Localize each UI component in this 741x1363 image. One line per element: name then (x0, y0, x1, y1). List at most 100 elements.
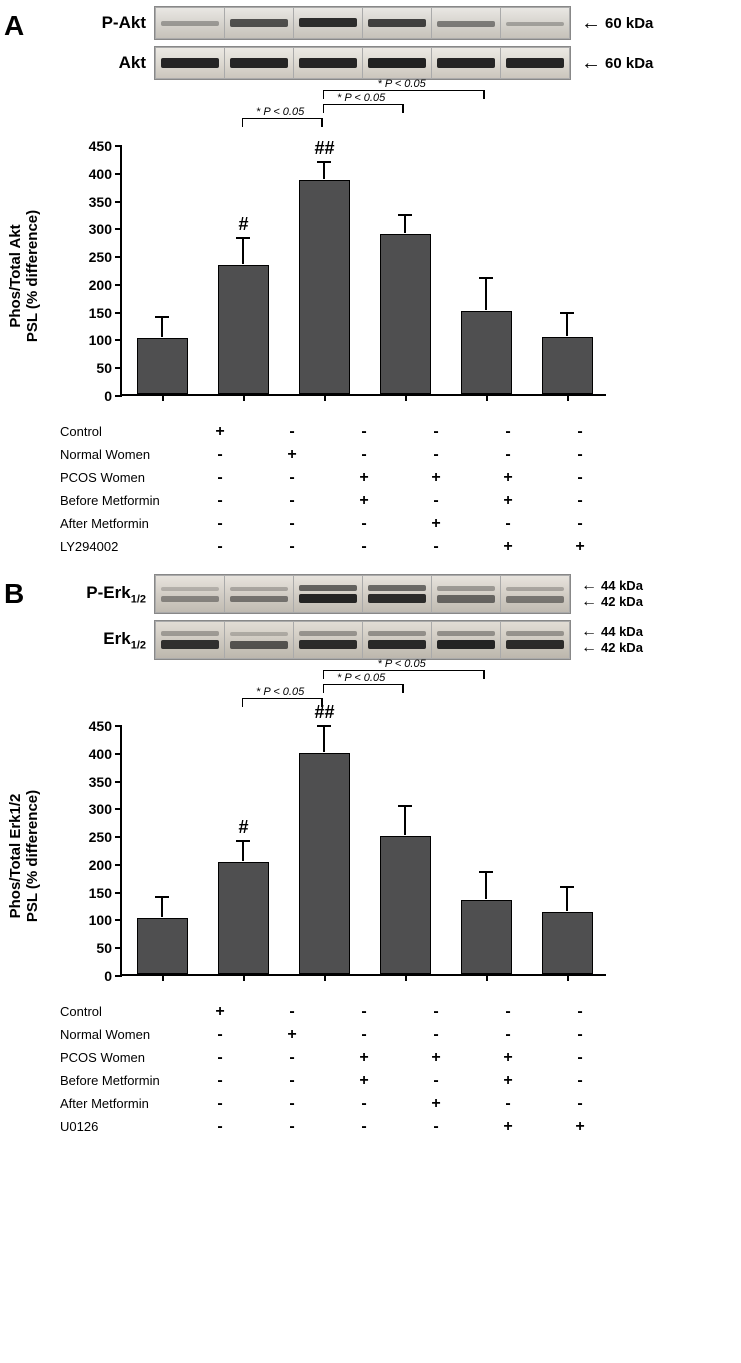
blot-lane (294, 48, 362, 78)
condition-row: PCOS Women--+++- (56, 466, 616, 489)
blot-band (437, 595, 494, 602)
condition-label: Control (56, 424, 184, 439)
condition-cells: --+++- (184, 1049, 616, 1067)
blot-lane (225, 576, 293, 612)
sig-text: * P < 0.05 (378, 658, 426, 670)
blot-band (368, 58, 425, 68)
condition-cell: - (184, 538, 256, 556)
condition-cell: - (184, 1095, 256, 1113)
y-tick (115, 312, 122, 314)
blot-row: P-Erk1/2←44 kDa←42 kDa (72, 574, 741, 614)
blot-lane (432, 576, 500, 612)
blot-band (230, 19, 287, 26)
condition-label: Before Metformin (56, 1073, 184, 1088)
mw-label: ←44 kDa←42 kDa (581, 578, 643, 610)
y-tick (115, 808, 122, 810)
condition-cells: ---+-- (184, 515, 616, 533)
condition-cell: - (544, 1049, 616, 1067)
y-tick (115, 781, 122, 783)
y-tick-label: 0 (76, 388, 112, 404)
bar-chart: Phos/Total Erk1/2PSL (% difference)05010… (56, 716, 616, 996)
mw-label: ←44 kDa←42 kDa (581, 624, 643, 656)
sig-bracket (323, 90, 485, 98)
condition-label: LY294002 (56, 539, 184, 554)
blot-lane (156, 576, 224, 612)
x-tick (567, 974, 569, 981)
y-axis-title: Phos/Total AktPSL (% difference) (7, 210, 42, 342)
condition-cell: - (400, 1026, 472, 1044)
x-tick (405, 394, 407, 401)
condition-cell: + (256, 1026, 328, 1044)
x-tick (567, 394, 569, 401)
condition-cell: + (400, 1049, 472, 1067)
bar (461, 900, 511, 974)
condition-cell: - (184, 469, 256, 487)
condition-cell: - (544, 1026, 616, 1044)
mw-text: 44 kDa (601, 624, 643, 640)
x-tick (324, 974, 326, 981)
western-blot-block: P-Erk1/2←44 kDa←42 kDa Erk1/2 ←44 kDa←42 k… (72, 574, 741, 660)
blot-strip (154, 6, 571, 40)
y-tick (115, 864, 122, 866)
error-bar (323, 161, 325, 179)
mw-text: 60 kDa (605, 55, 653, 72)
condition-row: Before Metformin--+-+- (56, 1069, 616, 1092)
y-tick (115, 947, 122, 949)
blot-label: Erk1/2 (72, 629, 154, 651)
condition-label: PCOS Women (56, 1050, 184, 1065)
bar-annotation: ## (314, 138, 334, 159)
condition-cell: - (328, 1003, 400, 1021)
mw-label: ←60 kDa (581, 55, 653, 72)
condition-cell: - (256, 423, 328, 441)
blot-lane (156, 48, 224, 78)
y-tick-label: 350 (76, 774, 112, 790)
bar-annotation: ## (314, 702, 334, 723)
condition-cell: - (328, 446, 400, 464)
blot-band (437, 58, 494, 68)
bar (380, 836, 430, 974)
y-axis-title: Phos/Total Erk1/2PSL (% difference) (7, 790, 42, 922)
blot-row: Erk1/2 ←44 kDa←42 kDa (72, 620, 741, 660)
x-tick (162, 394, 164, 401)
blot-band (506, 640, 563, 649)
blot-strip (154, 620, 571, 660)
condition-cell: + (328, 1072, 400, 1090)
condition-row: After Metformin---+-- (56, 512, 616, 535)
y-tick-label: 250 (76, 829, 112, 845)
x-tick (162, 974, 164, 981)
condition-cell: + (472, 1072, 544, 1090)
figure: AP-Akt←60 kDaAkt←60 kDa* P < 0.05* P < 0… (0, 6, 741, 1138)
blot-lane (294, 622, 362, 658)
blot-band (437, 631, 494, 636)
blot-label: Akt (72, 53, 154, 73)
blot-band (230, 632, 287, 636)
mw-label: ←60 kDa (581, 15, 653, 32)
condition-cells: -+---- (184, 446, 616, 464)
condition-cell: + (400, 469, 472, 487)
panel-gap (0, 558, 741, 568)
condition-cell: + (472, 1049, 544, 1067)
condition-row: Before Metformin--+-+- (56, 489, 616, 512)
condition-cell: + (544, 538, 616, 556)
blot-band (299, 631, 356, 636)
blot-lane (501, 48, 569, 78)
condition-cells: +----- (184, 1003, 616, 1021)
bar-annotation: # (238, 214, 248, 235)
y-tick-label: 0 (76, 968, 112, 984)
error-bar (161, 316, 163, 337)
condition-row: U0126----++ (56, 1115, 616, 1138)
condition-cell: - (328, 423, 400, 441)
blot-lane (156, 8, 224, 38)
condition-matrix: Control+-----Normal Women-+----PCOS Wome… (56, 1000, 616, 1138)
blot-band (299, 58, 356, 68)
condition-cell: - (400, 1003, 472, 1021)
plot-area: 050100150200250300350400450### (120, 726, 606, 976)
condition-cells: --+-+- (184, 492, 616, 510)
condition-cell: - (184, 1118, 256, 1136)
x-tick (324, 394, 326, 401)
blot-label: P-Akt (72, 13, 154, 33)
blot-lane (501, 622, 569, 658)
y-tick-label: 100 (76, 332, 112, 348)
blot-band (506, 58, 563, 68)
blot-band (368, 585, 425, 591)
